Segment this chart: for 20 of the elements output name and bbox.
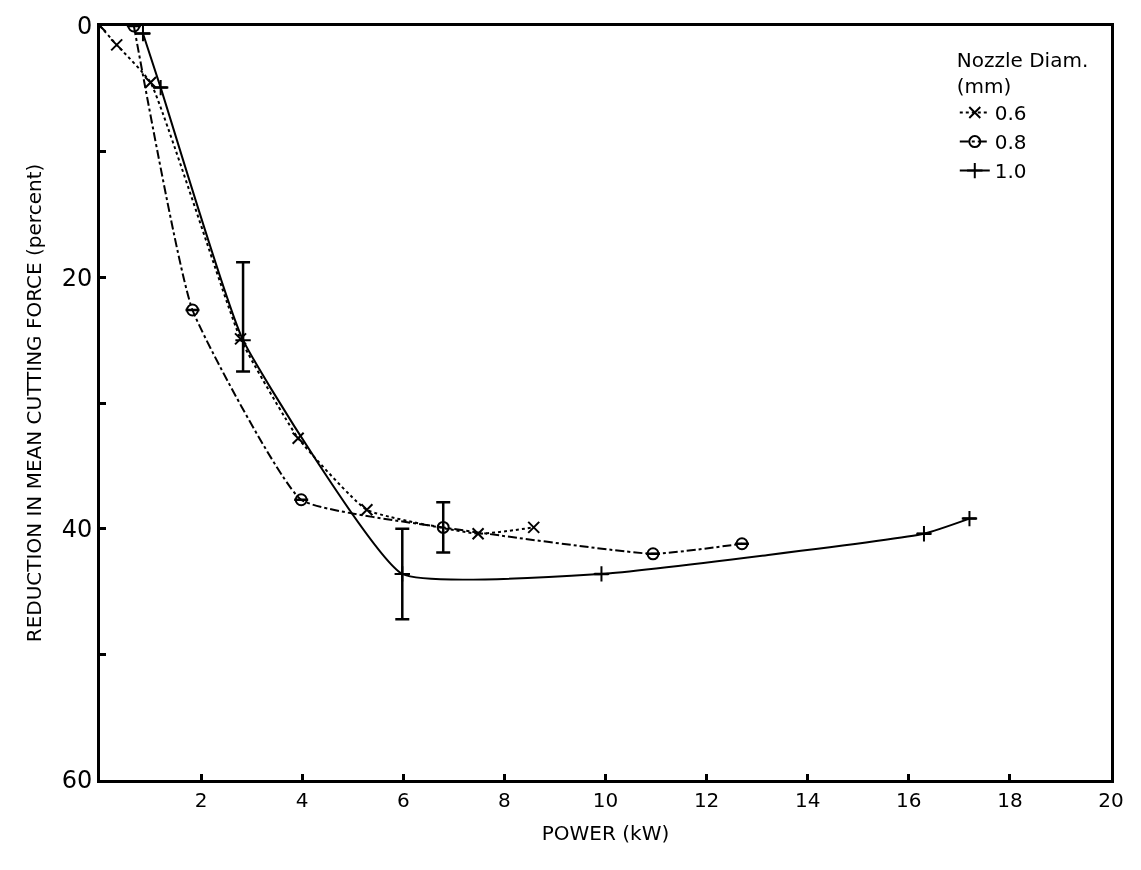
x-tick-label: 8 <box>498 788 511 812</box>
legend-label: 1.0 <box>994 159 1027 184</box>
y-tick-label: 0 <box>76 12 93 41</box>
x-tick-label: 10 <box>592 788 619 812</box>
legend-label: 0.8 <box>994 130 1027 155</box>
y-tick-label: 40 <box>61 515 93 544</box>
x-axis-title: POWER (kW) <box>541 820 670 845</box>
x-tick-label: 2 <box>194 788 208 812</box>
legend-title: Nozzle Diam. (mm) <box>956 48 1089 99</box>
legend-label: 0.6 <box>994 101 1027 126</box>
y-tick-label: 60 <box>61 766 93 795</box>
x-tick-label: 4 <box>295 788 309 812</box>
x-tick-label: 20 <box>1098 788 1124 812</box>
y-axis-title: REDUCTION IN MEAN CUTTING FORCE (percent) <box>22 163 47 643</box>
x-tick-label: 18 <box>997 788 1023 812</box>
x-tick-label: 6 <box>396 788 410 812</box>
x-tick-label: 12 <box>693 788 720 812</box>
x-tick-label: 14 <box>794 788 821 812</box>
y-tick-label: 20 <box>61 263 93 292</box>
x-tick-label: 16 <box>896 788 922 812</box>
